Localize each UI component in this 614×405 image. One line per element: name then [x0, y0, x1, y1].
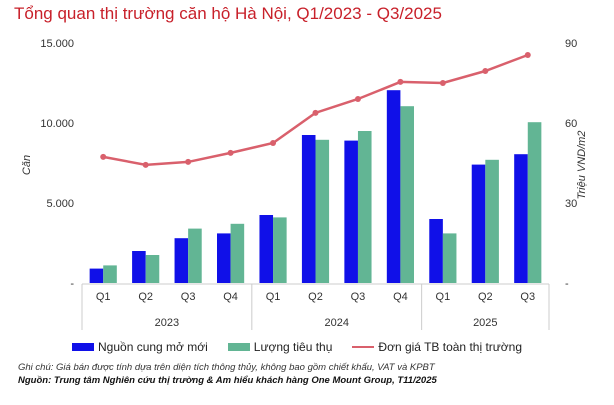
bar-0 [174, 238, 189, 283]
bar-1 [273, 217, 287, 283]
bar-1 [442, 233, 457, 283]
bar-0 [301, 135, 316, 283]
y-tick-right: - [565, 278, 569, 290]
price-point [354, 96, 361, 102]
price-point [227, 149, 234, 156]
legend-label: Lượng tiêu thụ [253, 340, 333, 354]
price-point [482, 68, 489, 74]
bar-1 [315, 139, 330, 283]
price-point [397, 78, 404, 85]
bar-1 [485, 159, 499, 283]
legend-swatch [72, 343, 94, 351]
bar-0 [217, 233, 231, 283]
y-tick-right: 60 [565, 118, 577, 130]
bar-0 [259, 215, 274, 283]
x-tick: Q4 [393, 291, 408, 303]
source: Nguồn: Trung tâm Nghiên cứu thị trường &… [18, 375, 437, 386]
bar-0 [344, 140, 358, 283]
bar-1 [145, 255, 160, 283]
bar-0 [429, 219, 443, 283]
note: Ghi chú: Giá bán được tính dựa trên diện… [18, 362, 435, 373]
legend-label: Đơn giá TB toàn thị trường [378, 340, 523, 354]
legend-item: Lượng tiêu thụ [227, 340, 333, 354]
chart: - 5.000 10.000 15.000 - 30 60 90 Căn Triệu VND/m2… [21, 38, 588, 330]
x-tick: Q2 [308, 291, 323, 303]
x-tick: Q1 [266, 291, 281, 303]
x-tick: Q3 [351, 291, 366, 303]
legend-item: Đơn giá TB toàn thị trường [352, 340, 522, 354]
legend-swatch [352, 346, 375, 348]
y-tick-left: - [70, 278, 74, 290]
y-tick-left: 10.000 [40, 118, 74, 130]
price-point [270, 140, 277, 146]
x-tick: Q2 [478, 291, 493, 303]
price-point [100, 153, 107, 160]
y-tick-left: 15.000 [40, 38, 74, 50]
bar-1 [103, 265, 117, 283]
x-tick: Q3 [181, 291, 196, 303]
price-point [439, 80, 446, 86]
y-axis-label-left: Căn [21, 155, 33, 175]
bar-1 [400, 106, 414, 283]
y-tick-right: 90 [565, 38, 577, 50]
legend-swatch [227, 343, 250, 351]
price-point [142, 161, 149, 168]
x-tick: Q1 [96, 291, 111, 303]
bar-1 [357, 131, 372, 283]
legend-item: Nguồn cung mở mới [72, 340, 208, 354]
bar-1 [188, 228, 202, 283]
x-tick: Q1 [436, 291, 451, 303]
bar-0 [132, 251, 146, 283]
y-tick-left: 5.000 [46, 198, 74, 210]
legend: Nguồn cung mở mới Lượng tiêu thụ Đơn giá T… [72, 340, 522, 354]
x-tick: Q4 [223, 291, 238, 303]
y-tick-right: 30 [565, 198, 577, 210]
y-axis-label-right: Triệu VND/m2 [576, 131, 588, 200]
bar-0 [89, 268, 104, 283]
price-point [524, 52, 531, 58]
bar-0 [471, 164, 486, 283]
bar-1 [527, 122, 542, 283]
x-group-label: 2024 [324, 317, 348, 329]
price-point [185, 158, 192, 165]
bar-0 [514, 154, 528, 283]
x-group-label: 2025 [473, 317, 497, 329]
bar-0 [386, 90, 401, 283]
bar-1 [230, 223, 245, 283]
chart-title: Tổng quan thị trường căn hộ Hà Nội, Q1/2… [14, 4, 442, 23]
x-group-label: 2023 [155, 317, 179, 329]
legend-label: Nguồn cung mở mới [98, 340, 208, 354]
x-tick: Q3 [520, 291, 535, 303]
x-tick: Q2 [138, 291, 153, 303]
price-point [312, 109, 319, 116]
